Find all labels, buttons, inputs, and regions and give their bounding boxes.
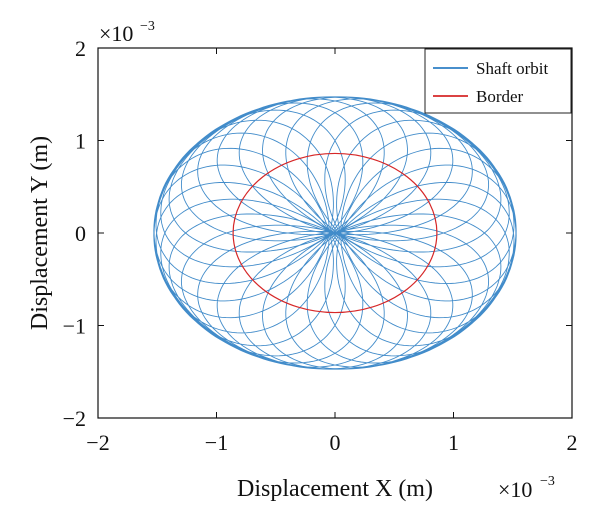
x-tick-label: 1 — [448, 430, 459, 455]
legend: Shaft orbit Border — [424, 48, 572, 114]
x-tick-label: 0 — [330, 430, 341, 455]
x-axis-ticks: −2 −1 0 1 2 — [86, 48, 578, 455]
x-exponent-power: −3 — [540, 474, 555, 489]
legend-box — [424, 48, 572, 114]
y-axis-ticks: −2 −1 0 1 2 — [63, 36, 572, 431]
border-circle — [232, 152, 438, 314]
shaft-orbit-line — [153, 96, 517, 370]
x-exponent-base: ×10 — [498, 477, 532, 502]
x-axis-label: Displacement X (m) — [237, 476, 433, 502]
legend-label-border: Border — [476, 87, 524, 106]
x-tick-label: −1 — [205, 430, 228, 455]
shaft-orbit-series — [153, 96, 517, 370]
x-tick-label: 2 — [567, 430, 578, 455]
y-tick-label: 2 — [75, 36, 86, 61]
x-tick-label: −2 — [86, 430, 109, 455]
y-tick-label: 0 — [75, 221, 86, 246]
border-series — [232, 152, 438, 314]
y-exponent-base: ×10 — [99, 21, 133, 46]
y-tick-label: 1 — [75, 129, 86, 154]
legend-label-shaft-orbit: Shaft orbit — [476, 59, 549, 78]
y-tick-label: −1 — [63, 314, 86, 339]
y-tick-label: −2 — [63, 406, 86, 431]
y-exponent-power: −3 — [140, 19, 155, 34]
y-exponent-label: ×10 −3 — [99, 19, 155, 46]
y-axis-label: Displacement Y (m) — [27, 136, 53, 330]
x-exponent-label: ×10 −3 — [498, 474, 555, 502]
